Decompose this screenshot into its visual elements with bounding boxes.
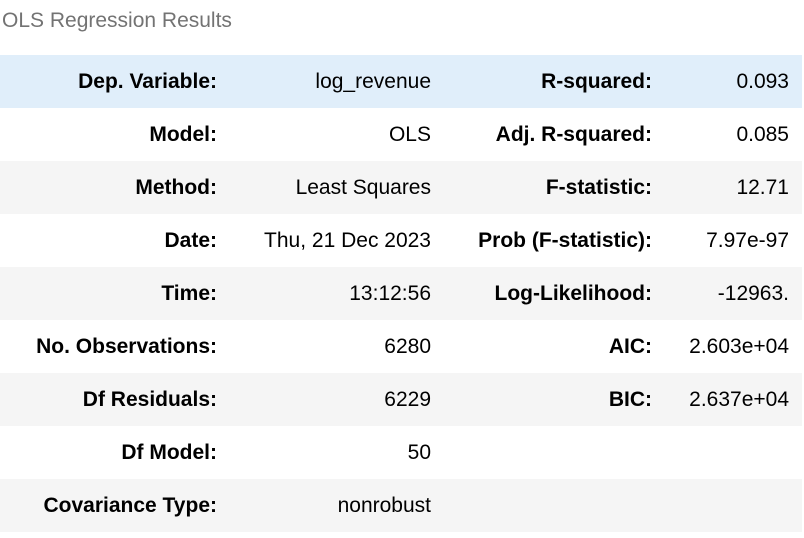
row-value: Least Squares xyxy=(295,176,431,199)
row-value: 2.637e+04 xyxy=(689,388,789,411)
row-value: -12963. xyxy=(717,282,789,305)
row-value: OLS xyxy=(388,123,431,146)
table-row: Method: Least Squares F-statistic: 12.71 xyxy=(0,161,802,214)
table-row: No. Observations: 6280 AIC: 2.603e+04 xyxy=(0,320,802,373)
row-label: No. Observations: xyxy=(36,335,217,358)
row-label: Log-Likelihood: xyxy=(494,282,652,305)
row-label: Dep. Variable: xyxy=(78,70,217,93)
table-row: Covariance Type: nonrobust xyxy=(0,479,802,532)
row-label: Date: xyxy=(164,229,217,252)
row-value: 50 xyxy=(407,441,431,464)
table-row: Df Residuals: 6229 BIC: 2.637e+04 xyxy=(0,373,802,426)
table-row: Model: OLS Adj. R-squared: 0.085 xyxy=(0,108,802,161)
row-label: BIC: xyxy=(608,388,652,411)
table-row: Df Model: 50 xyxy=(0,426,802,479)
regression-summary-table: Dep. Variable: log_revenue R-squared: 0.… xyxy=(0,55,802,532)
row-label: R-squared: xyxy=(541,70,652,93)
row-value: log_revenue xyxy=(315,70,431,93)
row-label: Time: xyxy=(161,282,217,305)
row-label: Df Model: xyxy=(121,441,217,464)
row-label: AIC: xyxy=(608,335,652,358)
row-value: 0.085 xyxy=(736,123,789,146)
table-row: Time: 13:12:56 Log-Likelihood: -12963. xyxy=(0,267,802,320)
row-label: Adj. R-squared: xyxy=(495,123,652,146)
row-value: 6280 xyxy=(384,335,431,358)
row-label: Method: xyxy=(135,176,217,199)
row-value: 6229 xyxy=(384,388,431,411)
row-label: Prob (F-statistic): xyxy=(478,229,652,252)
row-label: F-statistic: xyxy=(545,176,652,199)
row-value: 13:12:56 xyxy=(349,282,431,305)
table-row: Date: Thu, 21 Dec 2023 Prob (F-statistic… xyxy=(0,214,802,267)
row-value: 12.71 xyxy=(736,176,789,199)
row-label: Model: xyxy=(149,123,217,146)
row-value: Thu, 21 Dec 2023 xyxy=(264,229,431,252)
row-label: Df Residuals: xyxy=(82,388,217,411)
row-value: nonrobust xyxy=(337,494,431,517)
row-label: Covariance Type: xyxy=(43,494,217,517)
table-row: Dep. Variable: log_revenue R-squared: 0.… xyxy=(0,55,802,108)
table-caption: OLS Regression Results xyxy=(2,9,232,32)
row-value: 2.603e+04 xyxy=(689,335,789,358)
row-value: 7.97e-97 xyxy=(706,229,789,252)
row-value: 0.093 xyxy=(736,70,789,93)
